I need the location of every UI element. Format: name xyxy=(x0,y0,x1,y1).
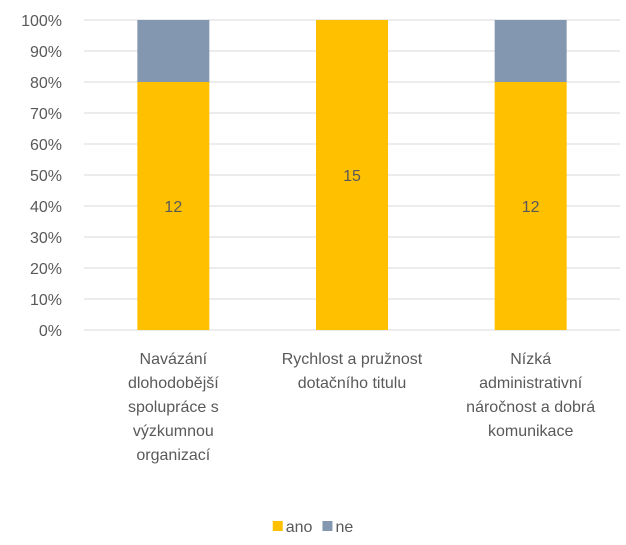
y-tick-label: 30% xyxy=(30,230,62,247)
data-label: 12 xyxy=(522,199,540,216)
y-tick-label: 50% xyxy=(30,168,62,185)
legend-item: ano xyxy=(272,519,313,536)
y-tick-label: 70% xyxy=(30,106,62,123)
bar-segment xyxy=(316,20,388,330)
y-tick-label: 80% xyxy=(30,75,62,92)
y-tick-label: 40% xyxy=(30,199,62,216)
y-tick-label: 100% xyxy=(21,13,62,30)
data-label: 15 xyxy=(343,168,361,185)
y-tick-label: 20% xyxy=(30,261,62,278)
y-tick-label: 10% xyxy=(30,292,62,309)
y-tick-label: 0% xyxy=(39,323,62,340)
legend-label: ne xyxy=(335,519,353,536)
x-tick-label: Nízká administrativní náročnost a dobrá kom… xyxy=(466,351,595,440)
y-tick-label: 60% xyxy=(30,137,62,154)
bar-segment xyxy=(137,20,210,82)
x-tick-label: Navázání dlohodobější spolupráce s výzkumno… xyxy=(128,351,219,464)
legend-swatch xyxy=(272,521,283,531)
bar-segment xyxy=(137,82,210,330)
x-tick-label: Rychlost a pružnost dotačního titulu xyxy=(282,351,423,392)
legend-item: ne xyxy=(322,519,353,536)
bar-segment xyxy=(494,20,567,82)
data-label: 12 xyxy=(164,199,182,216)
legend-label: ano xyxy=(286,519,313,536)
bar-segment xyxy=(494,82,567,330)
y-tick-label: 90% xyxy=(30,44,62,61)
legend-swatch xyxy=(322,521,333,531)
